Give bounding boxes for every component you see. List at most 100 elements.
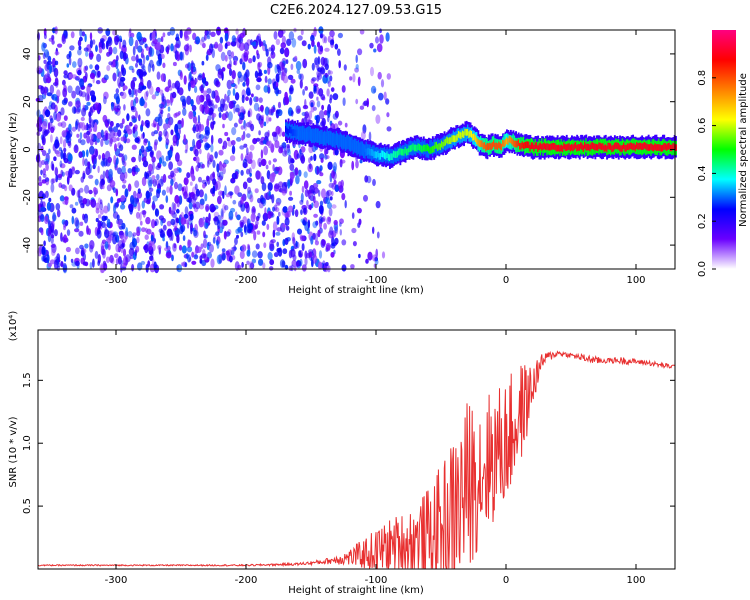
heatmap-noise-cell [103,74,109,81]
heatmap-signal-cell [303,132,306,139]
heatmap-noise-cell [50,234,55,239]
heatmap-noise-cell [185,184,188,194]
heatmap-noise-cell [224,42,228,50]
heatmap-cells [35,26,677,274]
heatmap-noise-cell [89,39,93,49]
heatmap-noise-cell [304,111,310,119]
heatmap-noise-cell [133,196,140,205]
snr-x-tick-label: -100 [365,575,388,586]
heatmap-signal-cell [643,142,646,149]
heatmap-noise-cell [359,105,365,110]
heatmap-signal-cell [623,142,625,150]
heatmap-noise-cell [89,72,96,80]
heatmap-noise-cell [62,79,66,86]
heatmap-noise-cell [144,227,148,233]
heatmap-noise-cell [231,51,235,59]
heatmap-noise-cell [70,31,75,39]
heatmap-noise-cell [165,195,169,204]
heatmap-noise-cell [314,232,318,243]
heatmap-signal-cell [443,139,446,147]
heatmap-signal-cell [355,142,358,150]
heatmap-noise-cell [229,68,232,76]
heatmap-noise-cell [218,112,222,119]
heatmap-noise-cell [175,152,180,163]
heatmap-noise-cell [85,166,91,176]
heatmap-noise-cell [42,255,47,262]
heatmap-noise-cell [275,125,281,135]
heatmap-noise-cell [199,198,205,206]
heatmap-noise-cell [192,138,196,149]
heatmap-noise-cell [134,180,140,189]
heatmap-noise-cell [91,96,97,103]
heatmap-signal-cell [305,131,308,139]
heatmap-noise-cell [240,125,245,130]
heatmap-noise-cell [256,77,262,83]
heatmap-noise-cell [237,71,242,79]
heatmap-noise-cell [156,174,160,180]
heatmap-noise-cell [113,155,117,165]
heatmap-noise-cell [57,122,63,127]
heatmap-noise-cell [65,246,71,253]
heatmap-noise-cell [290,248,296,258]
heatmap-noise-cell [206,152,211,162]
heatmap-noise-cell [239,221,243,228]
heatmap-noise-cell [221,113,227,121]
heatmap-noise-cell [240,231,244,238]
heatmap-signal-cell [383,152,386,159]
heatmap-noise-cell [296,153,301,159]
heatmap-noise-cell [311,40,315,47]
heatmap-noise-cell [279,259,286,268]
heatmap-noise-cell [201,179,207,184]
heatmap-signal-cell [468,131,471,138]
heatmap-noise-cell [239,112,245,121]
heatmap-noise-cell [317,261,323,270]
heatmap-noise-cell [240,196,244,205]
heatmap-noise-cell [319,200,324,206]
heatmap-noise-cell [372,178,376,187]
heatmap-noise-cell [61,130,67,138]
heatmap-noise-cell [215,64,221,72]
snr-panel: -300 -200 -100 0 100 0.5 1.0 1.5 Height of str… [8,311,676,596]
heatmap-noise-cell [277,101,282,109]
heatmap-noise-cell [183,31,188,39]
heatmap-noise-cell [186,246,193,253]
heatmap-noise-cell [159,229,165,238]
heatmap-noise-cell [173,202,177,212]
heatmap-noise-cell [219,36,224,44]
heatmap-signal-cell [403,149,406,156]
heatmap-noise-cell [41,193,46,200]
heatmap-noise-cell [138,153,142,163]
heatmap-noise-cell [52,125,56,131]
heatmap-noise-cell [141,210,147,215]
heatmap-noise-cell [282,248,288,255]
heatmap-noise-cell [174,43,180,48]
heatmap-noise-cell [202,42,206,49]
heatmap-noise-cell [239,106,245,113]
heatmap-noise-cell [63,147,67,153]
heatmap-noise-cell [295,240,298,247]
heatmap-noise-cell [246,168,250,175]
heatmap-noise-cell [229,155,236,162]
heatmap-noise-cell [51,223,55,234]
heatmap-noise-cell [296,261,299,268]
heatmap-signal-cell [663,143,666,150]
heatmap-noise-cell [131,55,137,62]
heatmap-noise-cell [313,85,317,92]
heatmap-noise-cell [175,33,179,40]
heatmap-signal-cell [409,145,412,152]
heatmap-noise-cell [355,159,359,169]
heatmap-noise-cell [146,228,152,235]
heatmap-noise-cell [183,177,188,185]
heatmap-noise-cell [174,83,178,88]
heatmap-noise-cell [107,36,112,44]
heatmap-noise-cell [308,110,313,120]
heatmap-noise-cell [292,204,296,210]
heatmap-signal-cell [366,148,369,155]
heatmap-noise-cell [256,35,259,44]
heatmap-signal-cell [639,142,642,150]
heatmap-noise-cell [199,85,204,92]
heatmap-signal-cell [606,145,608,153]
heatmap-signal-cell [390,153,393,160]
heatmap-noise-cell [276,64,280,74]
heatmap-noise-cell [180,95,186,103]
